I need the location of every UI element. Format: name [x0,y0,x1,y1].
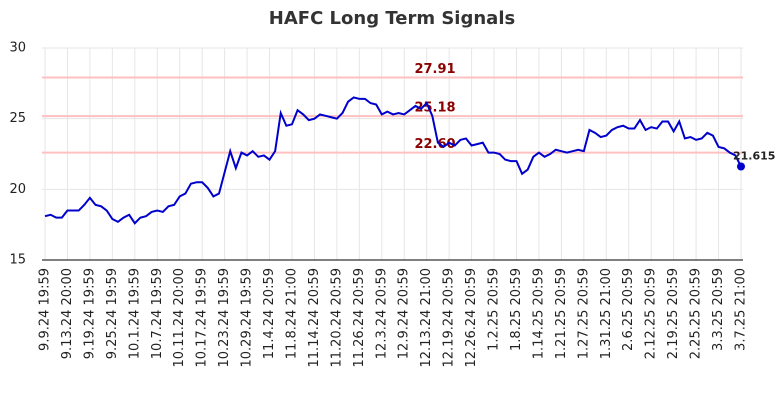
signal-label: 22.60 [414,137,455,152]
x-tick-label: 10.29.24 19:59 [240,268,255,368]
x-tick-label: 12.3.24 20:59 [374,268,389,359]
x-tick-label: 2.6.25 20:59 [621,268,636,351]
y-tick-label: 25 [9,111,26,126]
last-value-label: 21.615 [733,150,775,163]
x-tick-label: 12.9.24 20:59 [397,268,412,359]
x-tick-label: 12.26.24 20:59 [464,268,479,368]
y-tick-label: 20 [9,182,26,197]
y-tick-label: 30 [9,41,26,56]
x-tick-label: 10.1.24 19:59 [127,268,142,359]
x-tick-label: 1.31.25 21:00 [599,268,614,359]
x-tick-label: 12.19.24 20:59 [442,268,457,368]
x-tick-label: 2.19.25 20:59 [666,268,681,359]
x-tick-label: 9.25.24 19:59 [105,268,120,359]
x-tick-label: 10.11.24 20:00 [172,268,187,368]
series-line [44,96,742,225]
x-tick-label: 1.8.25 20:59 [509,268,524,351]
x-tick-label: 11.26.24 20:59 [352,268,367,368]
x-tick-label: 3.7.25 21:00 [734,268,749,351]
signal-label: 27.91 [414,62,455,77]
x-tick-label: 11.4.24 20:59 [262,268,277,359]
y-tick-label: 15 [9,253,26,268]
x-tick-label: 1.21.25 20:59 [554,268,569,359]
x-tick-label: 1.14.25 20:59 [531,268,546,359]
x-tick-label: 10.7.24 19:59 [150,268,165,359]
x-tick-label: 1.27.25 20:59 [576,268,591,359]
last-point [737,162,745,171]
x-tick-label: 1.2.25 20:59 [487,268,502,351]
x-tick-label: 10.17.24 19:59 [195,268,210,368]
x-tick-label: 11.14.24 20:59 [307,268,322,368]
x-tick-label: 12.13.24 21:00 [419,268,434,368]
x-tick-label: 9.19.24 19:59 [82,268,97,359]
chart-title: HAFC Long Term Signals [269,8,515,29]
x-tick-label: 2.25.25 20:59 [689,268,704,359]
x-tick-label: 9.13.24 20:00 [60,268,75,359]
x-tick-label: 9.9.24 19:59 [38,268,53,351]
x-tick-label: 10.23.24 19:59 [217,268,232,368]
x-tick-label: 11.20.24 20:59 [329,268,344,368]
x-tick-label: 2.12.25 20:59 [644,268,659,359]
x-tick-label: 11.8.24 21:00 [284,268,299,359]
x-tick-label: 3.3.25 20:59 [711,268,726,351]
